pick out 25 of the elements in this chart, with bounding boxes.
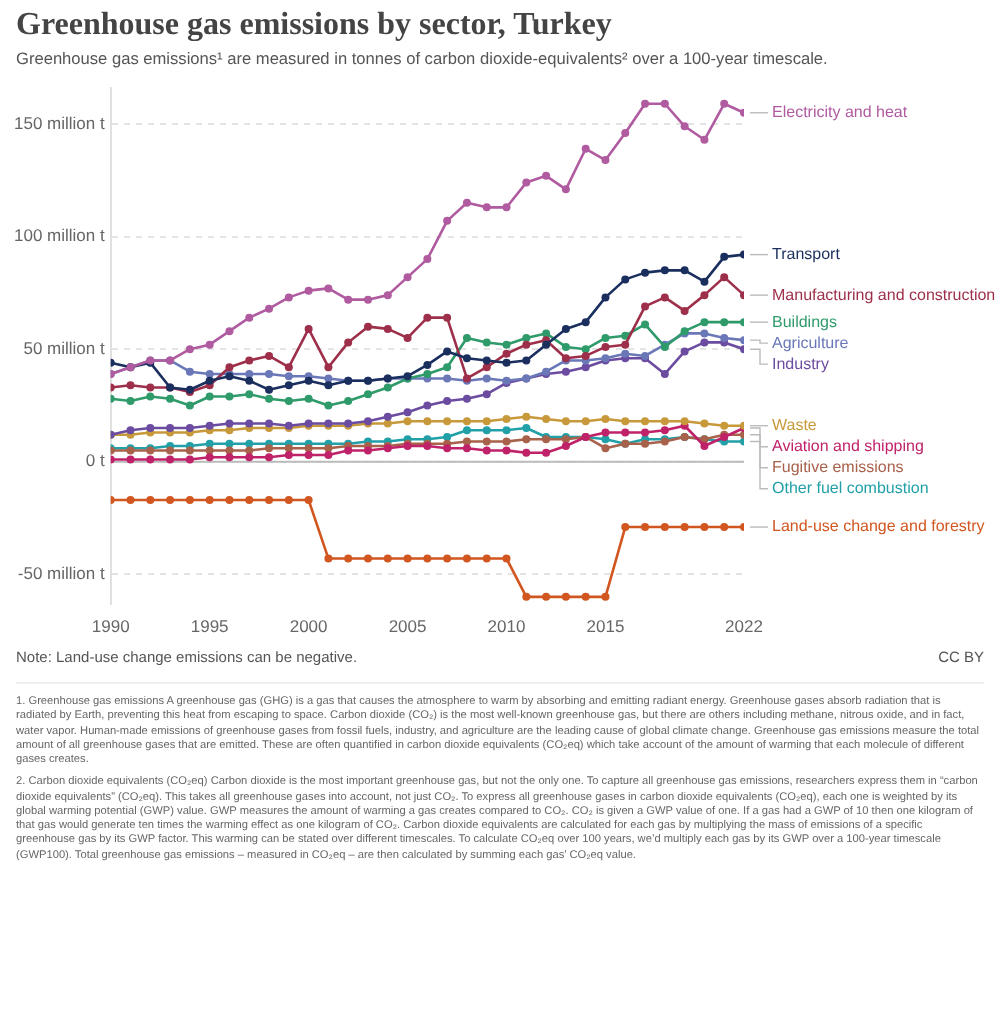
- x-tick-label: 2022: [725, 616, 764, 637]
- text: Fugitive emissions: [772, 458, 904, 477]
- series-label: Transport: [772, 245, 842, 264]
- x-tick-label: 2015: [586, 616, 625, 637]
- y-tick-label: -50 million t: [17, 563, 106, 584]
- chart-title: Greenhouse gas emissions by sector, Turkey: [16, 8, 614, 44]
- series-label: Aviation and shipping: [772, 437, 924, 456]
- text: Other fuel combustion: [772, 479, 929, 498]
- y-tick-label: 100 million t: [13, 225, 106, 246]
- x-tick-label: 2005: [388, 616, 428, 637]
- x-tick-label: 2010: [487, 616, 526, 637]
- y-tick-label: 150 million t: [13, 112, 106, 133]
- chart-subtitle: Greenhouse gas emissions¹ are measured in tonnes of carbon dioxide-equivalents² over a 100-year timescale.: [16, 48, 830, 68]
- series-label: Waste: [772, 416, 818, 435]
- series-label: Electricity and heat: [772, 103, 909, 122]
- series-label: Manufacturing and construction: [772, 285, 996, 304]
- x-tick-label: 1995: [190, 616, 230, 637]
- x-tick-label: 1990: [91, 616, 131, 637]
- series-label: Industry: [772, 354, 829, 373]
- series-label: Agriculture: [772, 333, 850, 352]
- y-tick-label: 50 million t: [23, 337, 106, 358]
- y-tick-label: 0 t: [85, 450, 106, 471]
- x-tick-label: 2000: [289, 616, 329, 637]
- series-label: Land-use change and forestry: [772, 517, 985, 536]
- series-label: Buildings: [772, 312, 837, 331]
